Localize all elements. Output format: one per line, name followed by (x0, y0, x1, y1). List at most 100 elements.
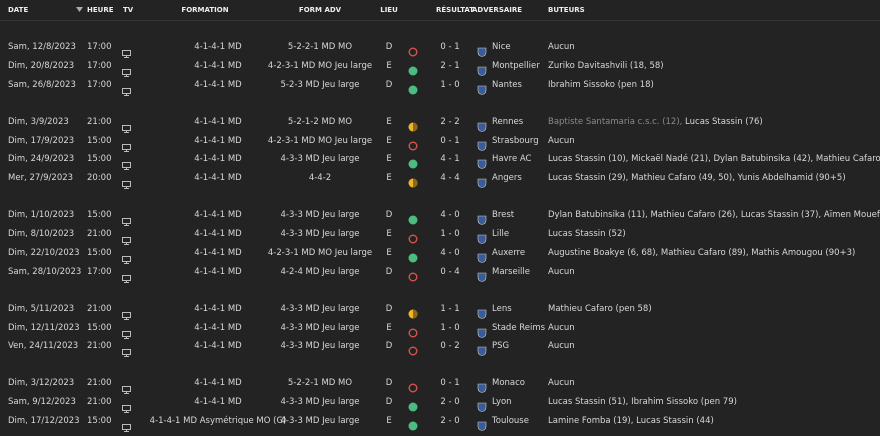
scorers: Lamine Fomba (19), Lucas Stassin (44) (548, 415, 714, 427)
header-formation[interactable]: FORMATION (181, 6, 229, 14)
tv-icon (122, 417, 131, 436)
formation: 4-1-4-1 MD (194, 116, 242, 127)
header-date[interactable]: DATE (8, 6, 29, 14)
scorer-list: Aucun (548, 322, 575, 333)
formation: 4-1-4-1 MD (194, 397, 242, 408)
opponent[interactable]: Toulouse (492, 416, 529, 426)
score: 0 - 1 (440, 135, 460, 146)
outcome-win (408, 61, 418, 80)
opponent[interactable]: Angers (492, 173, 522, 184)
time: 17:00 (87, 60, 112, 71)
score: 1 - 0 (440, 79, 460, 90)
scorer-list: Augustine Boakye (6, 68), Mathieu Cafaro… (548, 247, 856, 258)
scorers: Mathieu Cafaro (pen 58) (548, 303, 652, 315)
tv-icon (122, 62, 131, 81)
header-result[interactable]: RÉSULTAT (436, 6, 475, 14)
tv-icon (122, 118, 131, 137)
venue: E (386, 60, 392, 71)
venue: E (386, 154, 392, 165)
opp-formation: 5-2-1-2 MD MO (287, 116, 353, 127)
opp-formation: 4-3-3 MD Jeu large (280, 303, 360, 314)
time: 17:00 (87, 266, 112, 277)
team-badge (477, 378, 487, 397)
opponent[interactable]: Havre AC (492, 154, 532, 165)
date: Sam, 28/10/2023 (8, 266, 82, 277)
opp-formation: 5-2-2-1 MD MO (287, 42, 353, 52)
outcome-draw (408, 117, 418, 136)
formation: 4-1-4-1 MD (194, 266, 242, 277)
scorer-list: Lamine Fomba (19), Lucas Stassin (44) (548, 416, 714, 426)
opponent[interactable]: Brest (492, 210, 515, 221)
scorers: Aucun (548, 135, 575, 147)
header-scorers[interactable]: BUTEURS (548, 6, 585, 14)
date: Sam, 9/12/2023 (8, 397, 76, 408)
header-venue[interactable]: LIEU (380, 6, 398, 14)
tv-icon (122, 174, 131, 193)
team-badge (477, 248, 487, 267)
team-badge (477, 323, 487, 342)
tv-icon (122, 81, 131, 100)
venue: E (386, 135, 392, 146)
opponent[interactable]: Lille (492, 229, 510, 239)
team-badge (477, 154, 487, 173)
opponent[interactable]: Lyon (492, 397, 512, 408)
header-time[interactable]: HEURE (87, 6, 114, 14)
formation: 4-1-4-1 MD (194, 173, 242, 184)
opponent[interactable]: Marseille (492, 266, 531, 277)
date: Dim, 22/10/2023 (8, 247, 80, 258)
outcome-loss (408, 136, 418, 155)
scorers: Dylan Batubinsika (11), Mathieu Cafaro (… (548, 209, 880, 221)
score: 0 - 1 (440, 378, 460, 389)
header-opp-formation[interactable]: FORM ADV (298, 6, 342, 14)
opp-formation: 4-3-3 MD Jeu large (280, 229, 360, 239)
score: 0 - 4 (440, 266, 460, 277)
venue: E (386, 173, 392, 184)
team-badge (477, 416, 487, 435)
opponent[interactable]: Monaco (492, 378, 526, 389)
scorers: Lucas Stassin (29), Mathieu Cafaro (49, … (548, 172, 846, 184)
date: Dim, 20/8/2023 (8, 60, 75, 71)
time: 15:00 (87, 210, 112, 221)
time: 21:00 (87, 116, 112, 127)
scorer-list: Aucun (548, 266, 575, 277)
opponent[interactable]: Nantes (492, 79, 522, 90)
opp-formation: 4-2-3-1 MD MO Jeu large (267, 247, 373, 258)
tv-icon (122, 155, 131, 174)
opp-formation: 4-3-3 MD Jeu large (280, 154, 360, 165)
header-tv[interactable]: TV (123, 6, 134, 14)
formation: 4-1-4-1 MD (194, 322, 242, 333)
time: 15:00 (87, 247, 112, 258)
opp-formation: 4-3-3 MD Jeu large (280, 416, 360, 426)
tv-icon (122, 43, 131, 62)
opponent[interactable]: Auxerre (492, 247, 526, 258)
opponent[interactable]: PSG (492, 341, 510, 352)
opp-formation: 4-3-3 MD Jeu large (280, 397, 360, 408)
team-badge (477, 117, 487, 136)
scorers: Lucas Stassin (10), Mickaël Nadé (21), D… (548, 153, 880, 165)
scorer-list: Ibrahim Sissoko (pen 18) (548, 79, 654, 90)
opponent[interactable]: Lens (492, 303, 512, 314)
scorer-list: Lucas Stassin (10), Mickaël Nadé (21), D… (548, 154, 880, 165)
opponent[interactable]: Stade Reims (492, 322, 546, 333)
tv-icon (122, 324, 131, 343)
opponent[interactable]: Nice (492, 42, 511, 52)
date: Dim, 24/9/2023 (8, 154, 75, 165)
date: Dim, 3/9/2023 (8, 116, 69, 127)
opponent[interactable]: Montpellier (492, 60, 540, 71)
outcome-win (408, 397, 418, 416)
opp-formation: 4-2-4 MD Jeu large (280, 266, 360, 277)
tv-icon (122, 211, 131, 230)
scorer-list: Lucas Stassin (51), Ibrahim Sissoko (pen… (548, 397, 737, 408)
opp-formation: 4-3-3 MD Jeu large (280, 322, 360, 333)
scorers: Lucas Stassin (51), Ibrahim Sissoko (pen… (548, 396, 737, 408)
opponent[interactable]: Strasbourg (492, 135, 539, 146)
tv-icon (122, 137, 131, 156)
date: Mer, 27/9/2023 (8, 173, 74, 184)
tv-icon (122, 230, 131, 249)
opponent[interactable]: Rennes (492, 116, 524, 127)
opp-formation: 5-2-3 MD Jeu large (280, 79, 360, 90)
team-badge (477, 173, 487, 192)
formation: 4-1-4-1 MD (194, 378, 242, 389)
header-opponent[interactable]: ADVERSAIRE (472, 6, 523, 14)
time: 20:00 (87, 173, 112, 184)
